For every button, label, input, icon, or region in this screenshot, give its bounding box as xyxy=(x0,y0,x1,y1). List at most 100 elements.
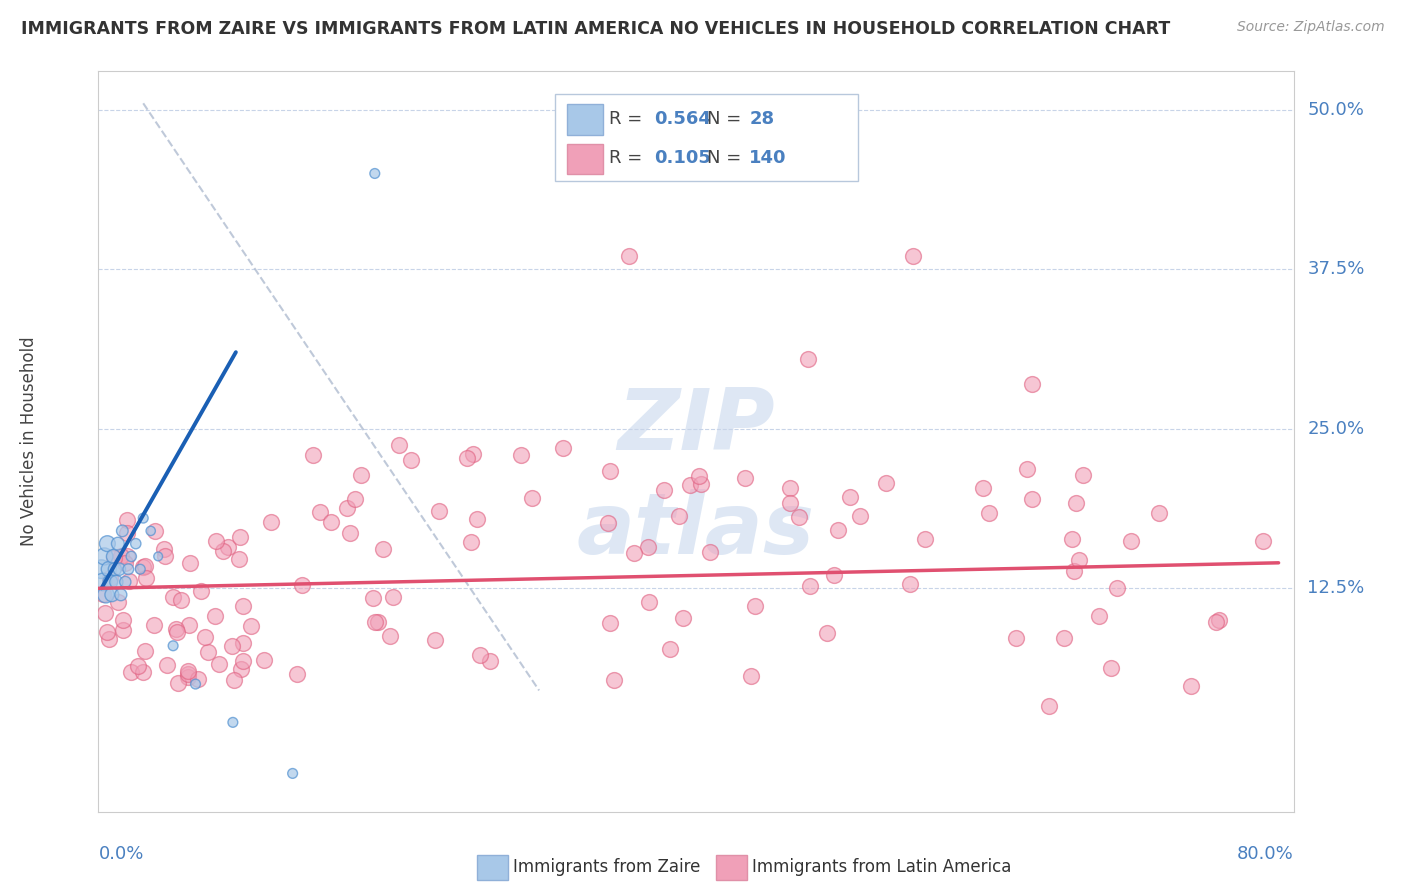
Point xyxy=(101,588,124,602)
Point xyxy=(96,536,118,550)
Point xyxy=(232,654,254,668)
Point xyxy=(654,483,676,497)
Point xyxy=(551,441,574,455)
Point xyxy=(204,609,226,624)
Point xyxy=(350,468,373,483)
Text: 0.0%: 0.0% xyxy=(98,845,143,863)
Point xyxy=(848,508,870,523)
Point xyxy=(103,549,125,564)
Text: 50.0%: 50.0% xyxy=(1308,101,1364,119)
Text: Immigrants from Zaire: Immigrants from Zaire xyxy=(513,858,700,876)
Point xyxy=(344,491,367,506)
Point xyxy=(162,639,184,653)
Point xyxy=(301,448,323,462)
Point xyxy=(815,625,838,640)
Point xyxy=(108,562,131,576)
Text: 0.564: 0.564 xyxy=(654,110,710,128)
Point xyxy=(229,530,252,544)
Point xyxy=(787,509,810,524)
Point xyxy=(603,673,626,687)
Point xyxy=(239,619,262,633)
Point xyxy=(1119,533,1142,548)
Point xyxy=(599,464,621,478)
Point xyxy=(520,491,543,505)
Point xyxy=(127,659,149,673)
Point xyxy=(94,606,117,620)
Point xyxy=(107,595,129,609)
Point xyxy=(1067,553,1090,567)
Point xyxy=(114,574,136,589)
Point xyxy=(97,632,120,646)
Point xyxy=(898,577,921,591)
Point xyxy=(690,477,713,491)
Point xyxy=(510,448,533,462)
Point xyxy=(143,617,166,632)
Text: Source: ZipAtlas.com: Source: ZipAtlas.com xyxy=(1237,20,1385,34)
Point xyxy=(143,524,166,538)
Point xyxy=(465,512,488,526)
Point xyxy=(139,524,162,538)
Point xyxy=(96,625,118,640)
Point xyxy=(129,562,152,576)
Point xyxy=(1099,661,1122,675)
Text: No Vehicles in Household: No Vehicles in Household xyxy=(20,336,38,547)
Point xyxy=(177,665,200,679)
Point xyxy=(205,533,228,548)
Point xyxy=(1004,631,1026,645)
Point xyxy=(152,541,174,556)
Point xyxy=(120,549,142,564)
Point xyxy=(162,591,184,605)
Point xyxy=(187,672,209,686)
Point xyxy=(336,500,359,515)
Point xyxy=(364,166,387,180)
Point xyxy=(111,613,134,627)
Point xyxy=(339,526,361,541)
Text: Immigrants from Latin America: Immigrants from Latin America xyxy=(752,858,1011,876)
Point xyxy=(132,559,155,574)
Point xyxy=(1015,462,1038,476)
Point xyxy=(617,250,640,264)
Point xyxy=(153,549,176,563)
Point xyxy=(1105,581,1128,595)
Point xyxy=(779,481,801,495)
Point xyxy=(221,639,243,653)
Point xyxy=(177,618,200,632)
Point xyxy=(115,513,138,527)
Point xyxy=(212,544,235,558)
Text: IMMIGRANTS FROM ZAIRE VS IMMIGRANTS FROM LATIN AMERICA NO VEHICLES IN HOUSEHOLD : IMMIGRANTS FROM ZAIRE VS IMMIGRANTS FROM… xyxy=(21,20,1170,37)
Point xyxy=(1021,377,1043,392)
Point xyxy=(132,665,155,679)
Point xyxy=(799,578,821,592)
Point xyxy=(478,654,501,668)
Text: 12.5%: 12.5% xyxy=(1308,579,1365,598)
Point xyxy=(381,590,404,604)
Point xyxy=(1147,506,1170,520)
Point xyxy=(110,588,132,602)
Point xyxy=(184,677,207,691)
Point xyxy=(423,632,446,647)
Point xyxy=(456,450,478,465)
Point xyxy=(166,676,188,690)
Point xyxy=(1205,615,1227,630)
Point xyxy=(217,540,239,554)
Point xyxy=(744,599,766,613)
Point xyxy=(1088,609,1111,624)
Point xyxy=(688,469,710,483)
Point xyxy=(190,583,212,598)
Point xyxy=(875,475,897,490)
Point xyxy=(699,545,721,559)
Point xyxy=(176,666,198,681)
Point xyxy=(98,571,121,585)
Point xyxy=(321,516,343,530)
Point xyxy=(740,668,762,682)
Point xyxy=(839,490,862,504)
Point xyxy=(132,511,155,525)
Point xyxy=(148,549,170,564)
Point xyxy=(901,250,924,264)
Text: atlas: atlas xyxy=(576,489,815,572)
Point xyxy=(977,506,1000,520)
Text: 80.0%: 80.0% xyxy=(1237,845,1294,863)
Point xyxy=(114,556,136,570)
Point xyxy=(94,588,117,602)
Point xyxy=(914,533,936,547)
